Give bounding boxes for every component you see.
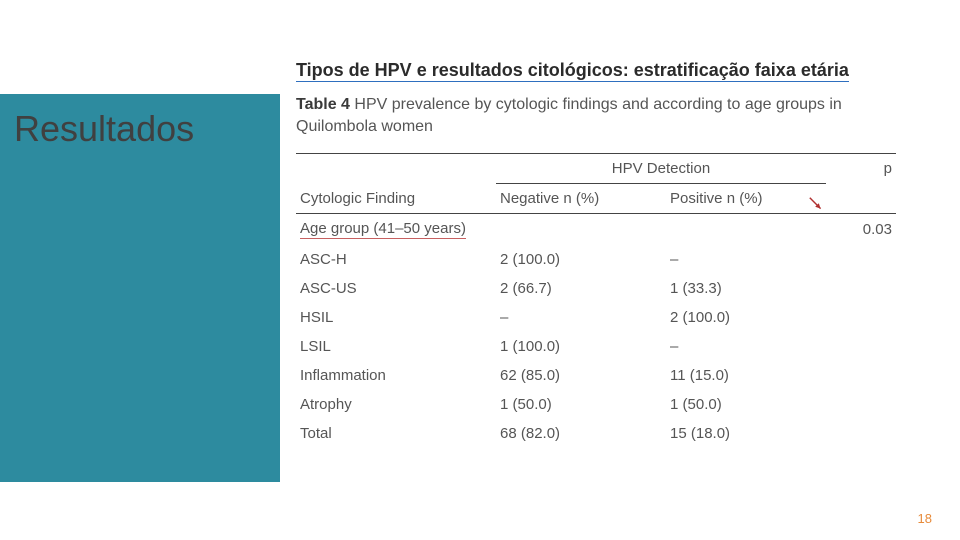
table-super-header: HPV Detection p (296, 153, 896, 183)
annotation-arrow-icon (808, 196, 826, 214)
group-p-value: 0.03 (863, 221, 892, 238)
cell-p (826, 361, 896, 390)
cell-p (826, 419, 896, 448)
cell-neg: 1 (100.0) (496, 332, 666, 361)
cell-finding: Total (296, 419, 496, 448)
table-number: Table 4 (296, 96, 350, 113)
table-row: ASC-H 2 (100.0) – (296, 245, 896, 274)
table-caption-text: HPV prevalence by cytologic findings and… (296, 96, 842, 135)
table-region: Table 4 HPV prevalence by cytologic find… (296, 94, 916, 448)
cell-pos: – (666, 332, 826, 361)
age-group-row: Age group (41–50 years) 0.03 (296, 213, 896, 245)
cell-neg: 62 (85.0) (496, 361, 666, 390)
slide: Resultados Tipos de HPV e resultados cit… (0, 0, 960, 540)
col-negative: Negative n (%) (496, 183, 666, 213)
table-row: ASC-US 2 (66.7) 1 (33.3) (296, 274, 896, 303)
cell-p (826, 390, 896, 419)
cell-p (826, 303, 896, 332)
table-row: HSIL – 2 (100.0) (296, 303, 896, 332)
slide-subtitle: Tipos de HPV e resultados citológicos: e… (296, 60, 849, 82)
cell-finding: HSIL (296, 303, 496, 332)
cell-pos: 2 (100.0) (666, 303, 826, 332)
cell-neg: 68 (82.0) (496, 419, 666, 448)
cell-finding: Atrophy (296, 390, 496, 419)
cell-finding: Inflammation (296, 361, 496, 390)
data-table: HPV Detection p Cytologic Finding Negati… (296, 153, 896, 448)
cell-p (826, 245, 896, 274)
cell-neg: – (496, 303, 666, 332)
cell-p (826, 332, 896, 361)
cell-pos: 1 (33.3) (666, 274, 826, 303)
cell-pos: – (666, 245, 826, 274)
age-group-label: Age group (41–50 years) (300, 220, 466, 239)
cell-neg: 2 (100.0) (496, 245, 666, 274)
cell-pos: 11 (15.0) (666, 361, 826, 390)
table-caption: Table 4 HPV prevalence by cytologic find… (296, 94, 916, 139)
cell-neg: 2 (66.7) (496, 274, 666, 303)
col-cytologic: Cytologic Finding (296, 183, 496, 213)
col-positive: Positive n (%) (666, 183, 826, 213)
page-number: 18 (918, 511, 932, 526)
hpv-detection-header: HPV Detection (496, 153, 826, 183)
cell-finding: LSIL (296, 332, 496, 361)
cell-p (826, 274, 896, 303)
table-row: Atrophy 1 (50.0) 1 (50.0) (296, 390, 896, 419)
sidebar-accent (0, 94, 280, 482)
cell-finding: ASC-H (296, 245, 496, 274)
table-row: Total 68 (82.0) 15 (18.0) (296, 419, 896, 448)
cell-finding: ASC-US (296, 274, 496, 303)
cell-neg: 1 (50.0) (496, 390, 666, 419)
section-title: Resultados (14, 108, 194, 150)
table-row: Inflammation 62 (85.0) 11 (15.0) (296, 361, 896, 390)
table-column-headers: Cytologic Finding Negative n (%) Positiv… (296, 183, 896, 213)
p-header: p (826, 153, 896, 183)
cell-pos: 15 (18.0) (666, 419, 826, 448)
cell-pos: 1 (50.0) (666, 390, 826, 419)
table-row: LSIL 1 (100.0) – (296, 332, 896, 361)
